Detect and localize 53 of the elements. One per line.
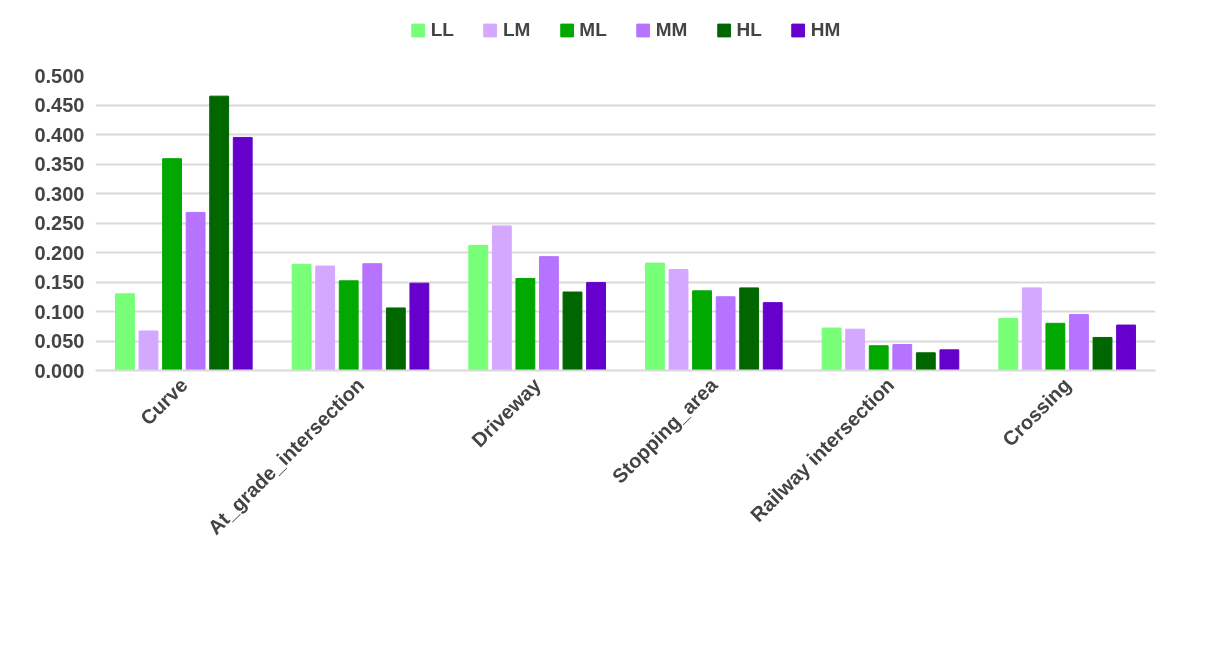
bar: [468, 244, 489, 371]
y-tick-label: 0.200: [34, 241, 85, 264]
legend-label: MM: [655, 19, 688, 41]
bar: [715, 296, 736, 371]
bar: [385, 307, 406, 371]
y-tick-label: 0.000: [34, 359, 85, 382]
bar: [539, 256, 559, 371]
y-tick-label: 0.150: [34, 271, 85, 293]
bar: [409, 282, 430, 371]
bar: [115, 293, 135, 371]
bar: [1021, 287, 1042, 371]
bar: [586, 282, 606, 371]
bar: [668, 269, 689, 371]
legend-label: HL: [736, 19, 762, 41]
bar: [1092, 336, 1113, 371]
bar: [998, 318, 1019, 371]
y-tick-label: 0.500: [34, 64, 85, 87]
bar: [915, 352, 936, 371]
bar: [1116, 324, 1136, 371]
bar: [138, 330, 159, 371]
bar: [1069, 313, 1089, 371]
y-tick-label: 0.100: [34, 300, 85, 323]
bar: [762, 302, 783, 371]
legend-label: ML: [579, 19, 607, 41]
bar: [739, 287, 760, 371]
bar: [845, 328, 866, 371]
bar: [185, 211, 206, 371]
bar: [821, 327, 842, 371]
bar: [362, 263, 383, 371]
bar: [162, 158, 182, 371]
bar: [515, 277, 536, 371]
y-tick-label: 0.050: [34, 330, 85, 352]
bar: [892, 344, 913, 371]
bar: [868, 345, 889, 371]
bar: [692, 290, 712, 371]
y-tick-label: 0.400: [34, 123, 85, 146]
legend-label: LL: [430, 19, 454, 41]
y-tick-label: 0.450: [34, 94, 85, 116]
bar: [209, 95, 230, 371]
bar: [939, 349, 960, 371]
bar: [315, 265, 336, 371]
legend-label: LM: [502, 19, 531, 41]
bar: [291, 263, 312, 371]
bar: [491, 225, 512, 371]
bar: [645, 262, 665, 371]
bar: [1045, 322, 1066, 371]
bar: [232, 136, 253, 371]
y-tick-label: 0.300: [34, 182, 85, 205]
y-tick-label: 0.250: [34, 212, 85, 234]
legend-label: HM: [810, 19, 841, 41]
y-tick-label: 0.350: [34, 153, 85, 175]
bar: [338, 280, 359, 371]
bar: [562, 291, 583, 371]
